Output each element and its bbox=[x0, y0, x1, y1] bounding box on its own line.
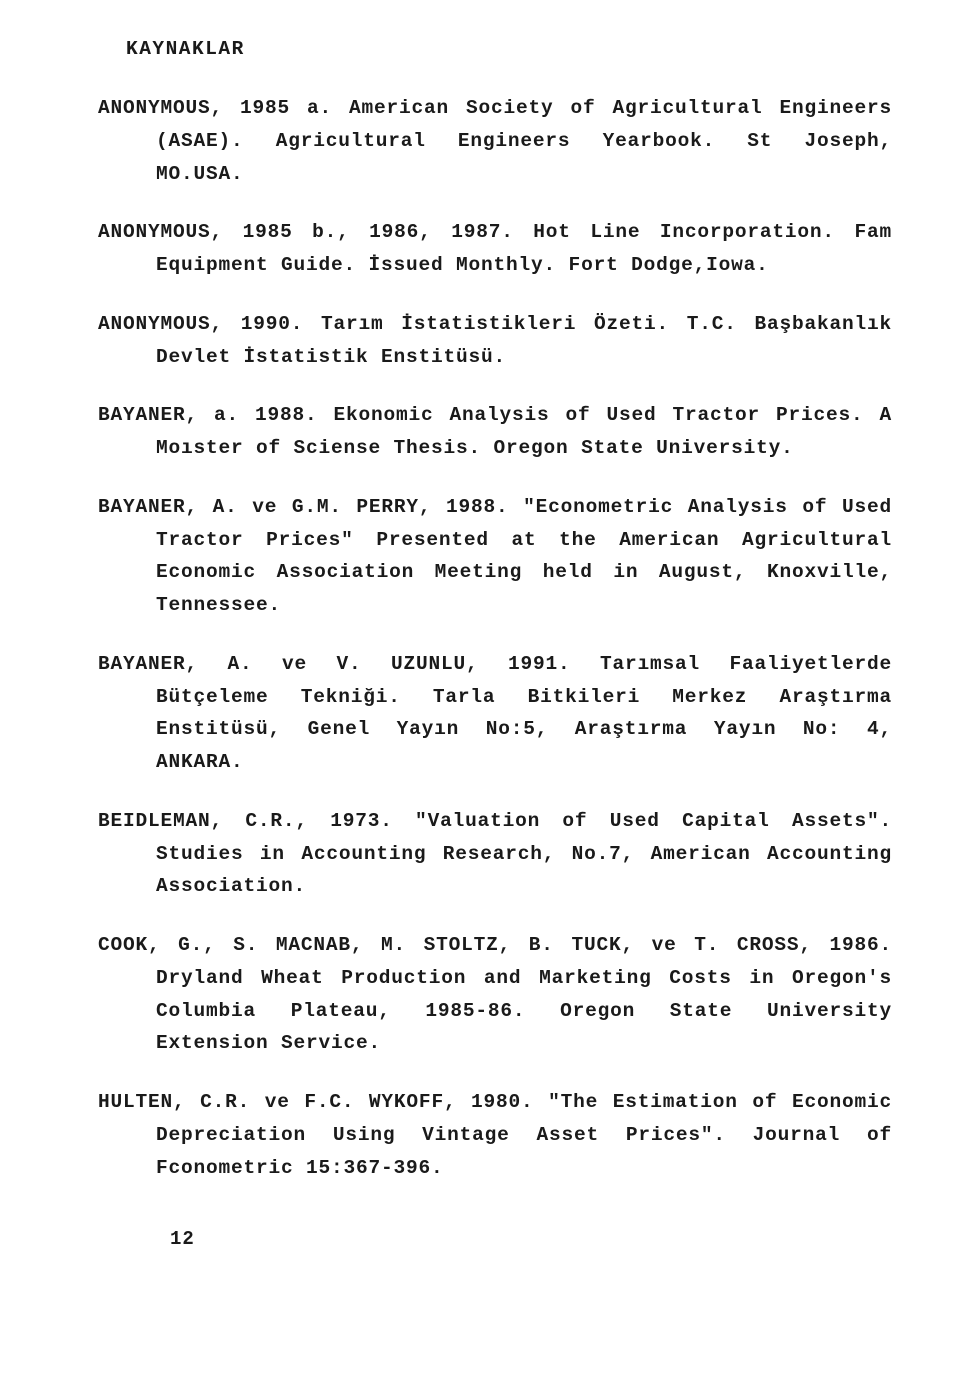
section-heading: KAYNAKLAR bbox=[126, 38, 892, 60]
reference-item: BAYANER, A. ve V. UZUNLU, 1991. Tarımsal… bbox=[98, 648, 892, 779]
reference-item: ANONYMOUS, 1990. Tarım İstatistikleri Öz… bbox=[98, 308, 892, 374]
reference-item: BAYANER, A. ve G.M. PERRY, 1988. "Econom… bbox=[98, 491, 892, 622]
page-number: 12 bbox=[170, 1228, 892, 1250]
reference-item: ANONYMOUS, 1985 a. American Society of A… bbox=[98, 92, 892, 190]
reference-item: ANONYMOUS, 1985 b., 1986, 1987. Hot Line… bbox=[98, 216, 892, 282]
reference-item: BAYANER, a. 1988. Ekonomic Analysis of U… bbox=[98, 399, 892, 465]
reference-item: HULTEN, C.R. ve F.C. WYKOFF, 1980. "The … bbox=[98, 1086, 892, 1184]
reference-item: COOK, G., S. MACNAB, M. STOLTZ, B. TUCK,… bbox=[98, 929, 892, 1060]
reference-item: BEIDLEMAN, C.R., 1973. "Valuation of Use… bbox=[98, 805, 892, 903]
page-container: KAYNAKLAR ANONYMOUS, 1985 a. American So… bbox=[0, 0, 960, 1290]
